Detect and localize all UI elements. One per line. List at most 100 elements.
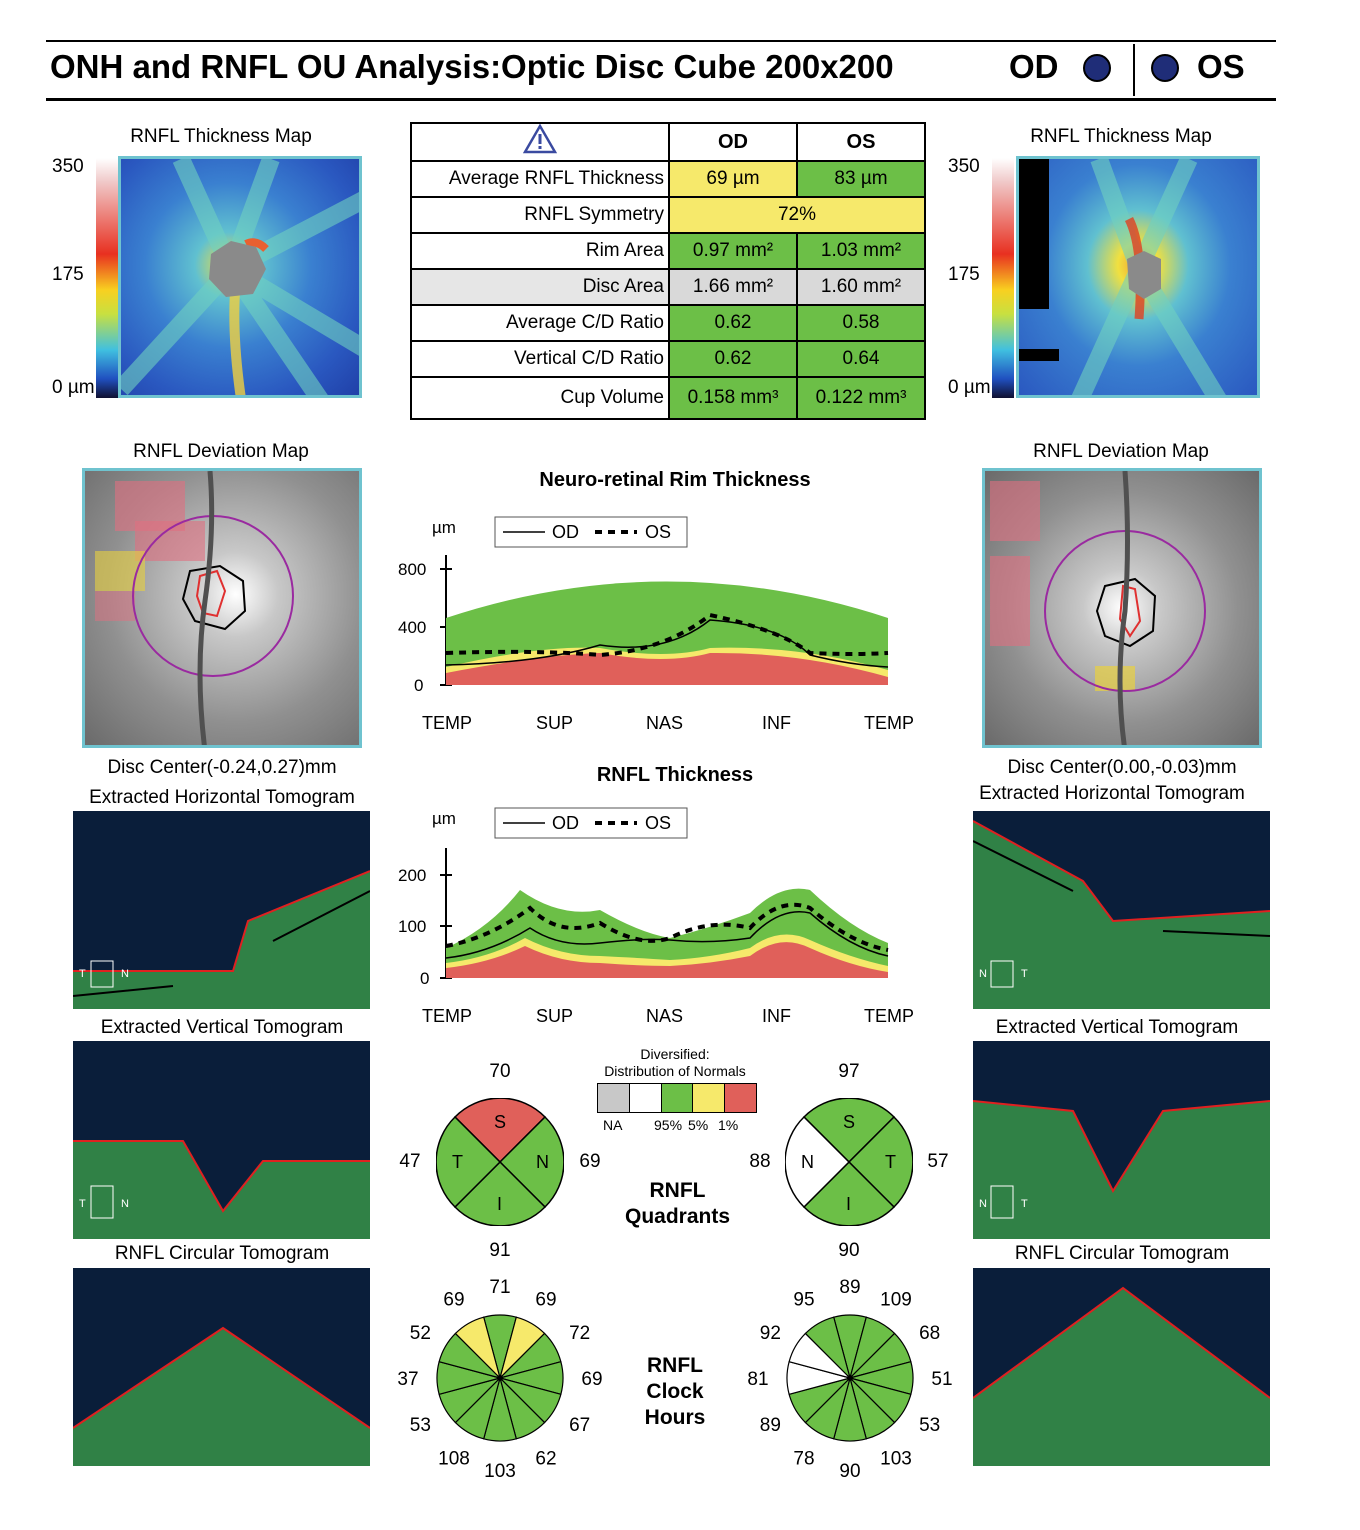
warning-cell — [410, 122, 670, 162]
rnfl-ytick-2: 0 — [420, 969, 429, 988]
row-od-value: 0.62 — [668, 340, 798, 378]
od-horiz-tomo-title: Extracted Horizontal Tomogram — [89, 787, 355, 808]
os-quadrant-superior-value: 97 — [838, 1061, 860, 1082]
rim-xtick-3: INF — [762, 713, 791, 733]
rnfl-xtick-4: TEMP — [864, 1006, 914, 1026]
od-quadrant-nasal-value: 69 — [579, 1151, 601, 1172]
row-od-value: 0.158 mm³ — [668, 376, 798, 420]
os-vertical-tomogram-graphic: N T — [973, 1100, 1270, 1239]
legend-label-5: 5% — [688, 1117, 709, 1133]
os-quadrant-t — [847, 1115, 913, 1209]
legend-title-1: Diversified: — [640, 1046, 710, 1062]
row-name: Disc Area — [410, 268, 670, 306]
os-clock-value: 51 — [931, 1369, 952, 1390]
od-clock-value: 71 — [489, 1277, 510, 1298]
os-vertical-tomogram: N T — [973, 1041, 1270, 1239]
od-color-scale — [96, 158, 118, 398]
od-quadrant-i — [453, 1160, 547, 1226]
report-header: ONH and RNFL OU Analysis:Optic Disc Cube… — [46, 40, 1276, 101]
legend-swatch-green — [661, 1084, 694, 1112]
rnfl-xtick-3: INF — [762, 1006, 791, 1026]
rnfl-ytick-1: 100 — [398, 917, 426, 936]
warning-icon — [522, 123, 558, 154]
legend-swatch-white — [629, 1084, 662, 1112]
os-clock-chart: 89 109 68 51 53 103 90 78 89 81 92 95 — [747, 1277, 952, 1478]
quadrants-label: RNFL Quadrants — [600, 1178, 755, 1230]
row-od-value: 1.66 mm² — [668, 268, 798, 306]
od-vertical-tomogram-graphic: T N — [73, 1140, 370, 1239]
os-circular-tomogram-graphic — [973, 1286, 1270, 1466]
os-horizontal-tomogram-graphic: N T — [973, 820, 1270, 1009]
od-circ-tomo-title: RNFL Circular Tomogram — [114, 1243, 330, 1264]
clock-label-1: RNFL — [647, 1354, 703, 1377]
os-scale-min: 0 µm — [948, 377, 991, 398]
row-os-value: 0.58 — [796, 304, 926, 342]
rim-od-line — [445, 619, 889, 668]
legend-label-95: 95% — [654, 1117, 683, 1133]
os-thickness-map-title: RNFL Thickness Map — [1030, 126, 1212, 147]
od-circular-tomogram — [73, 1268, 370, 1466]
row-name: Cup Volume — [410, 376, 670, 420]
od-horiz-orient-left: T — [79, 968, 86, 980]
od-clock-sector — [454, 1316, 502, 1381]
rnfl-xtick-2: NAS — [646, 1006, 683, 1026]
os-q-label-i: I — [846, 1194, 851, 1214]
distribution-legend: Diversified: Distribution of Normals — [590, 1046, 760, 1080]
os-clock-value: 68 — [919, 1323, 940, 1344]
legend-label-1: 1% — [718, 1117, 739, 1133]
legend-swatch-red — [725, 1084, 756, 1112]
table-row: Average C/D Ratio 0.62 0.58 — [410, 304, 926, 342]
os-circular-tomogram — [973, 1268, 1270, 1466]
report-title: ONH and RNFL OU Analysis:Optic Disc Cube… — [50, 48, 894, 85]
row-os-value: 1.60 mm² — [796, 268, 926, 306]
row-os-value: 0.122 mm³ — [796, 376, 926, 420]
parameter-table: OD OS Average RNFL Thickness 69 µm 83 µm… — [410, 122, 926, 420]
os-quadrant-inferior-value: 90 — [838, 1240, 860, 1261]
os-horiz-tomo-title: Extracted Horizontal Tomogram — [979, 783, 1245, 804]
os-deviation-map-title: RNFL Deviation Map — [1033, 441, 1209, 462]
row-name: Vertical C/D Ratio — [410, 340, 670, 378]
os-clock-value: 89 — [839, 1277, 860, 1298]
od-deviation-map-title: RNFL Deviation Map — [133, 441, 309, 462]
rim-abnormal-band — [446, 652, 888, 685]
quadrants-label-2: Quadrants — [624, 1205, 731, 1228]
os-horiz-orient-right: T — [1021, 968, 1028, 980]
os-quadrant-s — [802, 1098, 896, 1164]
legend-swatch-yellow — [693, 1084, 726, 1112]
rim-xtick-4: TEMP — [864, 713, 914, 733]
od-vertical-tomogram: T N — [73, 1041, 370, 1239]
os-eye-icon — [1151, 54, 1179, 82]
od-horizontal-tomogram-graphic: T N — [73, 870, 370, 1009]
os-quadrant-i — [802, 1160, 896, 1226]
od-circular-tomogram-graphic — [73, 1326, 370, 1466]
rnfl-abnormal-band — [446, 942, 888, 978]
od-horiz-orient-right: N — [121, 968, 129, 980]
legend-title-2: Distribution of Normals — [604, 1063, 746, 1079]
os-scale-max: 350 — [948, 156, 980, 177]
table-row: Cup Volume 0.158 mm³ 0.122 mm³ — [410, 376, 926, 420]
row-os-value: 1.03 mm² — [796, 232, 926, 270]
od-deviation-map — [82, 468, 362, 748]
row-od-value: 0.97 mm² — [668, 232, 798, 270]
rnfl-legend-os: OS — [645, 813, 671, 833]
table-row: Rim Area 0.97 mm² 1.03 mm² — [410, 232, 926, 270]
os-clock-value: 89 — [760, 1415, 781, 1436]
legend-swatch-na — [598, 1084, 630, 1112]
legend-label-na: NA — [603, 1117, 623, 1133]
header-divider — [1133, 44, 1135, 96]
os-clock-value: 92 — [760, 1323, 781, 1344]
od-thickness-map — [118, 156, 362, 398]
od-quadrant-inferior-value: 91 — [489, 1240, 511, 1261]
od-clock-value: 108 — [438, 1449, 470, 1470]
os-clock-sector — [804, 1316, 852, 1381]
od-quadrant-s — [453, 1098, 547, 1164]
os-clock-value: 109 — [880, 1289, 912, 1310]
os-quadrant-n — [785, 1115, 851, 1209]
rnfl-thickness-chart: µm OD OS 200 100 0 TEMP SUP NAS INF TEMP — [398, 807, 914, 1026]
os-vert-orient-left: N — [979, 1198, 987, 1210]
legend-color-bar — [597, 1083, 757, 1113]
rnfl-od-line — [445, 911, 889, 959]
row-symmetry-value: 72% — [668, 196, 926, 234]
os-label: OS — [1197, 48, 1245, 85]
od-q-label-t: T — [452, 1152, 463, 1172]
